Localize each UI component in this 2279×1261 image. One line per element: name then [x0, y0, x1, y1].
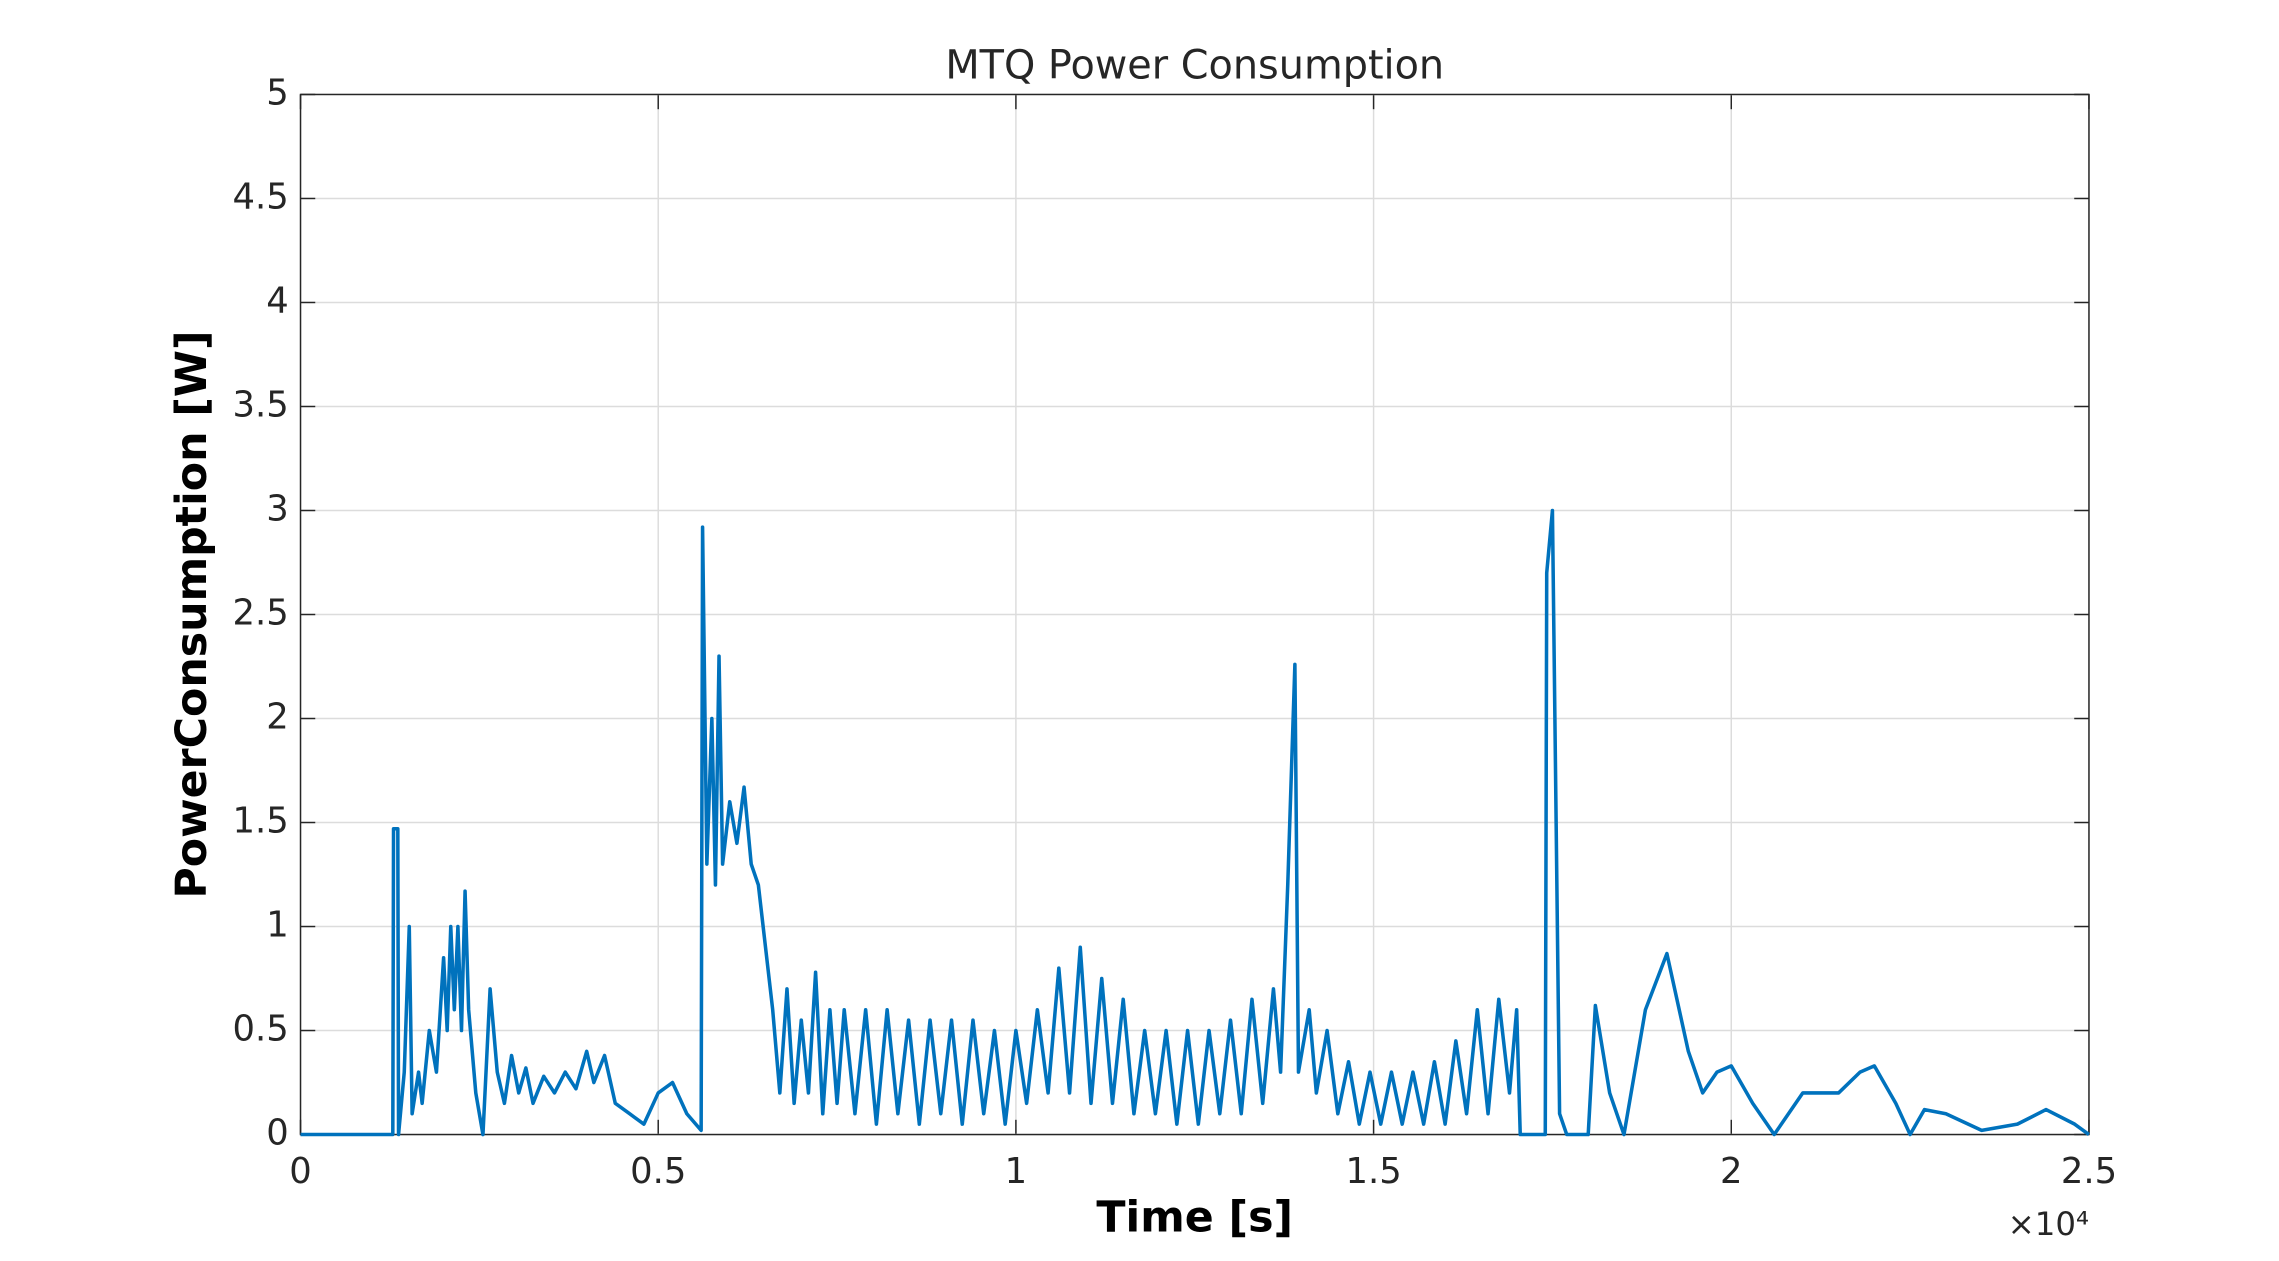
chart-title: MTQ Power Consumption — [945, 42, 1444, 88]
y-tick-label: 1.5 — [233, 801, 289, 842]
x-tick-label: 2.5 — [2061, 1151, 2117, 1192]
x-tick-label: 2 — [1720, 1151, 1743, 1192]
plot-frame — [299, 93, 2090, 1136]
x-tick-label: 0 — [289, 1151, 312, 1192]
y-tick-label: 5 — [266, 72, 289, 113]
x-axis-label: Time [s] — [1096, 1192, 1293, 1242]
y-tick-label: 2 — [266, 697, 289, 738]
y-tick-label: 3 — [266, 488, 289, 529]
x-tick-label: 1 — [1005, 1151, 1028, 1192]
x-tick-label: 0.5 — [630, 1151, 686, 1192]
y-axis-label: PowerConsumption [W] — [167, 330, 217, 898]
y-tick-label: 4.5 — [233, 176, 289, 217]
y-tick-label: 2.5 — [233, 593, 289, 634]
y-tick-label: 3.5 — [233, 384, 289, 425]
y-tick-label: 0 — [266, 1113, 289, 1154]
y-tick-label: 1 — [266, 905, 289, 946]
x-multiplier: ×10⁴ — [2008, 1205, 2089, 1243]
data-line — [300, 508, 2091, 1137]
x-tick-label: 1.5 — [1345, 1151, 1401, 1192]
y-tick-label: 0.5 — [233, 1009, 289, 1050]
y-tick-label: 4 — [266, 280, 289, 321]
